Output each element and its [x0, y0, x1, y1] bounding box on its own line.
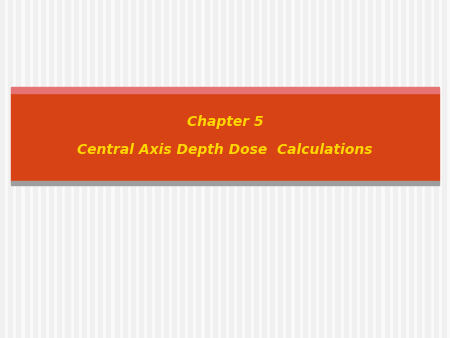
- Bar: [188, 0, 192, 338]
- Bar: [303, 0, 307, 338]
- Bar: [434, 0, 438, 338]
- Bar: [393, 0, 397, 338]
- Bar: [11, 181, 439, 185]
- Bar: [115, 0, 119, 338]
- Bar: [57, 0, 61, 338]
- Bar: [409, 0, 413, 338]
- Bar: [417, 0, 421, 338]
- Bar: [205, 0, 209, 338]
- Bar: [286, 0, 290, 338]
- Bar: [196, 0, 200, 338]
- Bar: [335, 0, 340, 338]
- Bar: [344, 0, 348, 338]
- Bar: [385, 0, 389, 338]
- Bar: [33, 0, 37, 338]
- Bar: [180, 0, 184, 338]
- Bar: [319, 0, 323, 338]
- Text: Central Axis Depth Dose  Calculations: Central Axis Depth Dose Calculations: [77, 143, 373, 158]
- Bar: [327, 0, 331, 338]
- Bar: [442, 0, 446, 338]
- Bar: [8, 0, 12, 338]
- Bar: [11, 87, 439, 93]
- Bar: [0, 0, 4, 338]
- Bar: [65, 0, 70, 338]
- Bar: [401, 0, 405, 338]
- Bar: [360, 0, 364, 338]
- Bar: [278, 0, 282, 338]
- Bar: [90, 0, 94, 338]
- Bar: [11, 93, 439, 181]
- Bar: [376, 0, 380, 338]
- Bar: [41, 0, 45, 338]
- Bar: [311, 0, 315, 338]
- Bar: [213, 0, 217, 338]
- Bar: [237, 0, 241, 338]
- Bar: [262, 0, 266, 338]
- Bar: [25, 0, 29, 338]
- Bar: [82, 0, 86, 338]
- Bar: [368, 0, 372, 338]
- Bar: [74, 0, 78, 338]
- Bar: [270, 0, 274, 338]
- Bar: [352, 0, 356, 338]
- Bar: [425, 0, 430, 338]
- Bar: [123, 0, 127, 338]
- Bar: [164, 0, 168, 338]
- Bar: [221, 0, 225, 338]
- Bar: [16, 0, 20, 338]
- Bar: [131, 0, 135, 338]
- Bar: [98, 0, 102, 338]
- Bar: [155, 0, 160, 338]
- Text: Chapter 5: Chapter 5: [187, 115, 263, 129]
- Bar: [49, 0, 53, 338]
- Bar: [295, 0, 299, 338]
- Bar: [229, 0, 233, 338]
- Bar: [245, 0, 250, 338]
- Bar: [172, 0, 176, 338]
- Bar: [139, 0, 143, 338]
- Bar: [254, 0, 258, 338]
- Bar: [147, 0, 151, 338]
- Bar: [106, 0, 110, 338]
